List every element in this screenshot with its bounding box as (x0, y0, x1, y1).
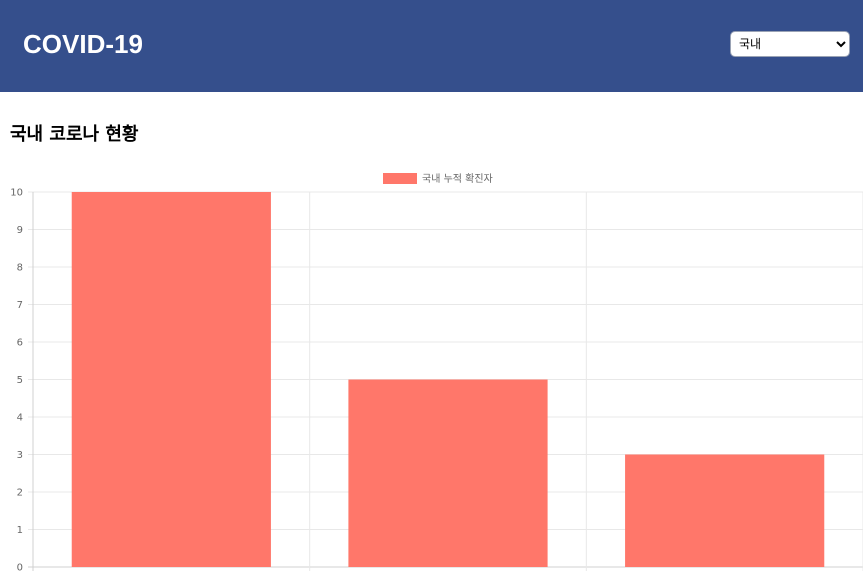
chart-legend[interactable]: 국내 누적 확진자 (383, 173, 493, 185)
y-tick-label: 4 (17, 413, 23, 424)
page-heading: 국내 코로나 현황 (10, 124, 139, 145)
app-header: COVID-19 국내 (0, 0, 863, 92)
bar[interactable] (71, 192, 271, 567)
y-tick-label: 3 (17, 450, 23, 461)
y-tick-label: 10 (10, 188, 23, 199)
y-tick-label: 5 (17, 375, 23, 386)
y-tick-label: 2 (17, 488, 23, 499)
legend-swatch (383, 173, 417, 184)
y-tick-label: 9 (17, 225, 23, 236)
y-axis-ticks: 0 1 2 3 4 5 6 7 8 9 10 (10, 188, 23, 571)
y-tick-label: 8 (17, 263, 23, 274)
y-tick-label: 6 (17, 338, 23, 349)
bar[interactable] (348, 379, 548, 568)
covid-bar-chart: 0 1 2 3 4 5 6 7 8 9 10 국내 누적 확진자 (10, 173, 863, 571)
y-tick-label: 1 (17, 525, 23, 536)
y-tick-label: 0 (17, 563, 23, 571)
bar[interactable] (625, 454, 825, 568)
chart-bars (71, 192, 825, 568)
y-tick-label: 7 (17, 300, 23, 311)
legend-label: 국내 누적 확진자 (422, 173, 493, 185)
app-title: COVID-19 (23, 29, 143, 59)
region-select[interactable]: 국내 (730, 31, 850, 57)
